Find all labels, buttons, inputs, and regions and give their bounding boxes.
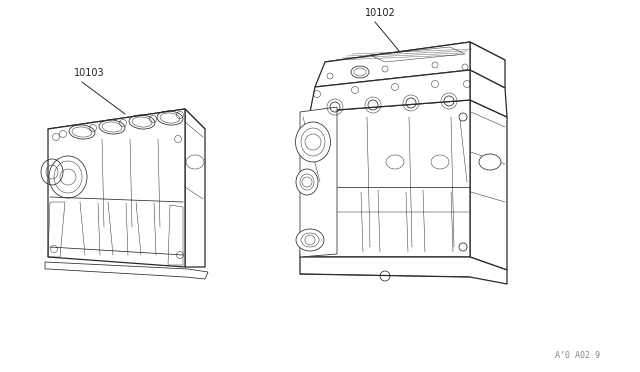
Ellipse shape: [431, 155, 449, 169]
Polygon shape: [185, 109, 205, 267]
Ellipse shape: [386, 155, 404, 169]
Text: 10103: 10103: [74, 68, 104, 78]
Polygon shape: [310, 70, 470, 112]
Ellipse shape: [479, 154, 501, 170]
Polygon shape: [470, 100, 507, 270]
Polygon shape: [48, 109, 205, 149]
Polygon shape: [325, 42, 505, 80]
Ellipse shape: [296, 229, 324, 251]
Polygon shape: [300, 107, 337, 257]
Polygon shape: [470, 42, 505, 88]
Polygon shape: [315, 42, 470, 87]
Polygon shape: [300, 257, 507, 284]
Ellipse shape: [296, 122, 330, 162]
Polygon shape: [470, 70, 507, 117]
Polygon shape: [45, 262, 208, 279]
Text: A’0 A02 9: A’0 A02 9: [555, 351, 600, 360]
Ellipse shape: [351, 66, 369, 78]
Polygon shape: [48, 109, 185, 267]
Polygon shape: [300, 100, 470, 257]
Ellipse shape: [296, 169, 318, 195]
Text: 10102: 10102: [365, 8, 396, 18]
